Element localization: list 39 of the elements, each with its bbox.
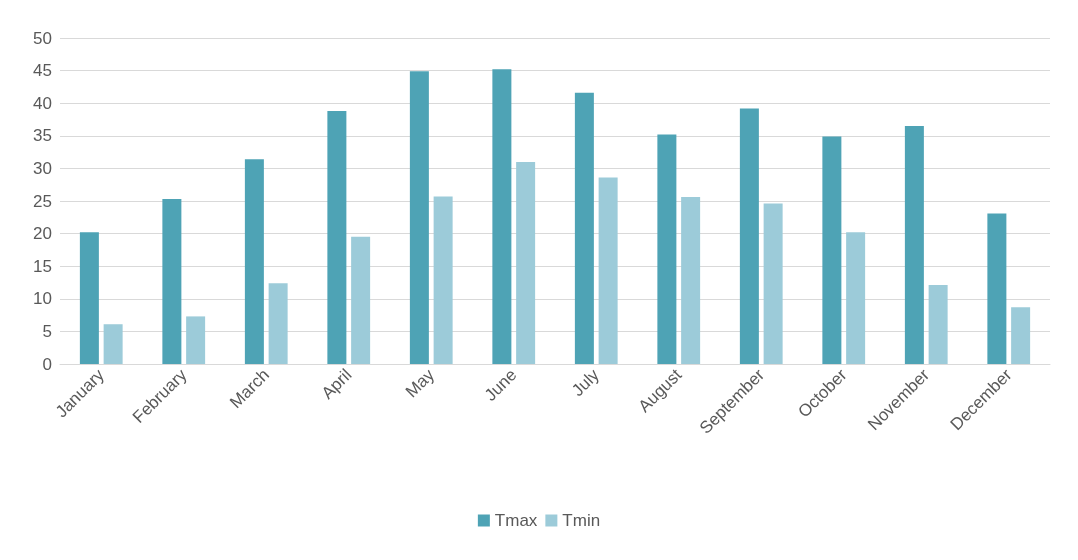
y-tick-label: 45 [33,61,52,81]
y-tick-label: 20 [33,224,52,244]
y-tick-label: 25 [33,191,52,211]
bar [351,236,371,364]
bar [186,316,206,364]
legend-label: Tmax [494,511,538,530]
y-tick-label: 50 [33,28,52,48]
bar [574,92,594,364]
bar [268,283,288,364]
bar [492,69,512,364]
bar [763,203,783,364]
bar [244,159,264,364]
bar [79,232,99,364]
bar [598,177,618,364]
x-tick-label: July [568,364,604,401]
bar [103,324,123,364]
x-tick-label: May [401,364,439,402]
y-tick-label: 5 [42,321,52,341]
bar [1011,307,1031,364]
y-tick-label: 15 [33,256,52,276]
bar [987,213,1007,364]
legend-label: Tmin [562,511,601,530]
bar [739,108,759,364]
y-tick-label: 10 [33,289,52,309]
y-tick-label: 30 [33,158,52,178]
bar [162,199,182,364]
y-tick-label: 40 [33,93,52,113]
bar [327,111,347,364]
bar [409,71,429,364]
bar [681,197,701,364]
bar [516,161,536,364]
y-tick-label: 0 [42,354,52,374]
bar [657,134,677,364]
bar [433,196,453,364]
bar [822,136,842,364]
y-tick-label: 35 [33,126,52,146]
bar [928,285,948,364]
bar [904,126,924,364]
bar [846,232,866,364]
